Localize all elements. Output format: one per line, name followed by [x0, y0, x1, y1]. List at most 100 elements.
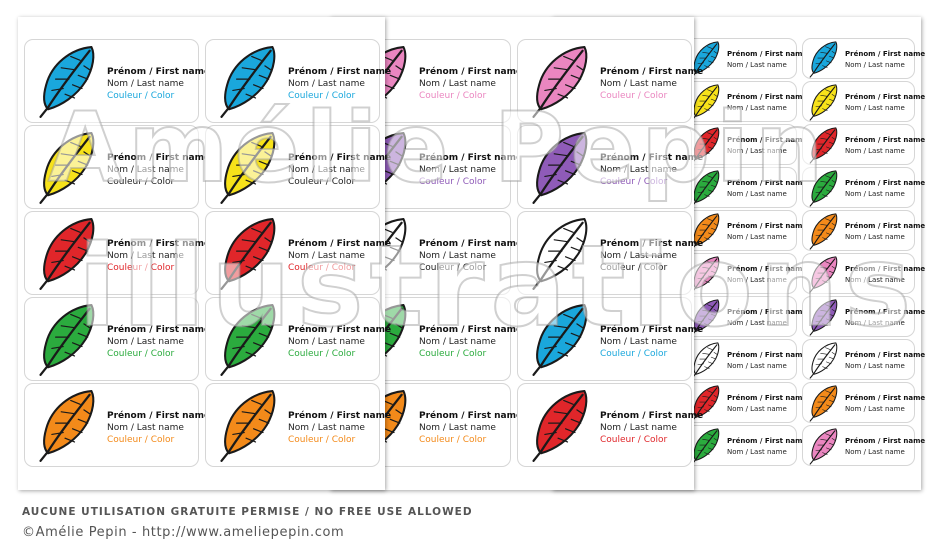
- label-sheet-small-right-6: Prénom / First name Nom / Last name: [802, 124, 925, 165]
- label-sheet-small-right-8: Prénom / First name Nom / Last name: [802, 167, 925, 211]
- last-name-label: Nom / Last name: [845, 319, 905, 327]
- last-name-label: Nom / Last name: [288, 337, 365, 347]
- sheet-large-labels-left: Prénom / First name Nom / Last name Couleu…: [18, 17, 391, 490]
- feather-green-icon: [688, 169, 722, 211]
- last-name-label: Nom / Last name: [600, 165, 677, 175]
- feather-red-icon: [688, 384, 722, 426]
- last-name-label: Nom / Last name: [845, 233, 905, 241]
- feather-red-icon: [526, 387, 592, 467]
- feather-yellow-icon: [806, 83, 840, 125]
- last-name-label: Nom / Last name: [107, 165, 184, 175]
- feather-purple-icon: [688, 298, 722, 340]
- first-name-label: Prénom / First name: [727, 93, 808, 101]
- feather-red-icon: [214, 215, 280, 295]
- first-name-label: Prénom / First name: [419, 411, 523, 421]
- color-label: Couleur / Color: [600, 349, 668, 359]
- label-sheet-small-right-11: Prénom / First name Nom / Last name: [684, 253, 807, 297]
- feather-white-icon: [688, 341, 722, 383]
- label-sheet-large-left-2: Prénom / First name Nom / Last name Couleu…: [205, 39, 391, 123]
- feather-yellow-icon: [33, 129, 99, 209]
- last-name-label: Nom / Last name: [107, 423, 184, 433]
- first-name-label: Prénom / First name: [727, 50, 808, 58]
- color-label: Couleur / Color: [419, 349, 487, 359]
- label-sheet-small-right-5: Prénom / First name Nom / Last name: [684, 124, 807, 168]
- first-name-label: Prénom / First name: [419, 239, 523, 249]
- first-name-label: Prénom / First name: [288, 325, 392, 335]
- last-name-label: Nom / Last name: [419, 337, 496, 347]
- feather-blue-icon: [526, 301, 592, 381]
- feather-yellow-icon: [214, 129, 280, 209]
- color-label: Couleur / Color: [419, 91, 487, 101]
- feather-purple-icon: [526, 129, 592, 209]
- label-sheet-small-right-15: Prénom / First name Nom / Last name: [684, 339, 807, 383]
- feather-green-icon: [688, 427, 722, 469]
- first-name-label: Prénom / First name: [727, 136, 808, 144]
- feather-yellow-icon: [688, 83, 722, 125]
- color-label: Couleur / Color: [600, 91, 668, 101]
- first-name-label: Prénom / First name: [600, 239, 704, 249]
- first-name-label: Prénom / First name: [419, 67, 523, 77]
- last-name-label: Nom / Last name: [845, 448, 905, 456]
- label-sheet-large-left-1: Prénom / First name Nom / Last name Couleu…: [24, 39, 210, 123]
- color-label: Couleur / Color: [107, 263, 175, 273]
- last-name-label: Nom / Last name: [107, 251, 184, 261]
- first-name-label: Prénom / First name: [288, 411, 392, 421]
- color-label: Couleur / Color: [419, 177, 487, 187]
- label-sheet-small-right-14: Prénom / First name Nom / Last name: [802, 296, 925, 340]
- label-sheet-large-left-6: Prénom / First name Nom / Last name Couleu…: [205, 211, 391, 295]
- last-name-label: Nom / Last name: [727, 276, 787, 284]
- feather-purple-icon: [806, 298, 840, 340]
- last-name-label: Nom / Last name: [107, 79, 184, 89]
- first-name-label: Prénom / First name: [845, 437, 926, 445]
- feather-blue-icon: [688, 40, 722, 82]
- label-sheet-small-right-10: Prénom / First name Nom / Last name: [802, 210, 925, 251]
- first-name-label: Prénom / First name: [845, 308, 926, 316]
- label-sheet-small-right-18: Prénom / First name Nom / Last name: [802, 382, 925, 423]
- last-name-label: Nom / Last name: [845, 362, 905, 370]
- first-name-label: Prénom / First name: [845, 136, 926, 144]
- last-name-label: Nom / Last name: [727, 362, 787, 370]
- copyright-link[interactable]: ©Amélie Pepin - http://www.ameliepepin.c…: [22, 525, 345, 540]
- first-name-label: Prénom / First name: [727, 222, 808, 230]
- last-name-label: Nom / Last name: [419, 251, 496, 261]
- first-name-label: Prénom / First name: [107, 67, 211, 77]
- feather-pink-icon: [806, 427, 840, 469]
- first-name-label: Prénom / First name: [727, 351, 808, 359]
- feather-pink-icon: [688, 255, 722, 297]
- color-label: Couleur / Color: [419, 435, 487, 445]
- feather-orange-icon: [33, 387, 99, 467]
- color-label: Couleur / Color: [107, 91, 175, 101]
- label-sheet-large-left-10: Prénom / First name Nom / Last name Couleu…: [205, 383, 391, 467]
- last-name-label: Nom / Last name: [845, 190, 905, 198]
- feather-blue-icon: [214, 43, 280, 123]
- last-name-label: Nom / Last name: [600, 423, 677, 433]
- first-name-label: Prénom / First name: [288, 67, 392, 77]
- last-name-label: Nom / Last name: [727, 405, 787, 413]
- first-name-label: Prénom / First name: [845, 179, 926, 187]
- feather-white-icon: [806, 341, 840, 383]
- last-name-label: Nom / Last name: [600, 251, 677, 261]
- feather-pink-icon: [806, 255, 840, 297]
- label-sheet-large-middle-6: Prénom / First name Nom / Last name Couleu…: [517, 211, 703, 295]
- feather-red-icon: [688, 126, 722, 168]
- feather-green-icon: [806, 169, 840, 211]
- label-sheet-small-right-20: Prénom / First name Nom / Last name: [802, 425, 925, 469]
- color-label: Couleur / Color: [288, 91, 356, 101]
- last-name-label: Nom / Last name: [727, 448, 787, 456]
- feather-orange-icon: [214, 387, 280, 467]
- last-name-label: Nom / Last name: [419, 423, 496, 433]
- color-label: Couleur / Color: [600, 263, 668, 273]
- label-sheet-small-right-7: Prénom / First name Nom / Last name: [684, 167, 807, 211]
- label-sheet-large-left-7: Prénom / First name Nom / Last name Couleu…: [24, 297, 210, 381]
- label-sheet-large-left-8: Prénom / First name Nom / Last name Couleu…: [205, 297, 391, 381]
- last-name-label: Nom / Last name: [845, 61, 905, 69]
- color-label: Couleur / Color: [107, 435, 175, 445]
- feather-red-icon: [33, 215, 99, 295]
- label-sheet-small-right-3: Prénom / First name Nom / Last name: [684, 81, 807, 125]
- label-sheet-small-right-9: Prénom / First name Nom / Last name: [684, 210, 807, 251]
- label-sheet-large-left-9: Prénom / First name Nom / Last name Couleu…: [24, 383, 210, 467]
- label-sheet-large-middle-4: Prénom / First name Nom / Last name Couleu…: [517, 125, 703, 209]
- feather-pink-icon: [526, 43, 592, 123]
- last-name-label: Nom / Last name: [600, 79, 677, 89]
- first-name-label: Prénom / First name: [845, 93, 926, 101]
